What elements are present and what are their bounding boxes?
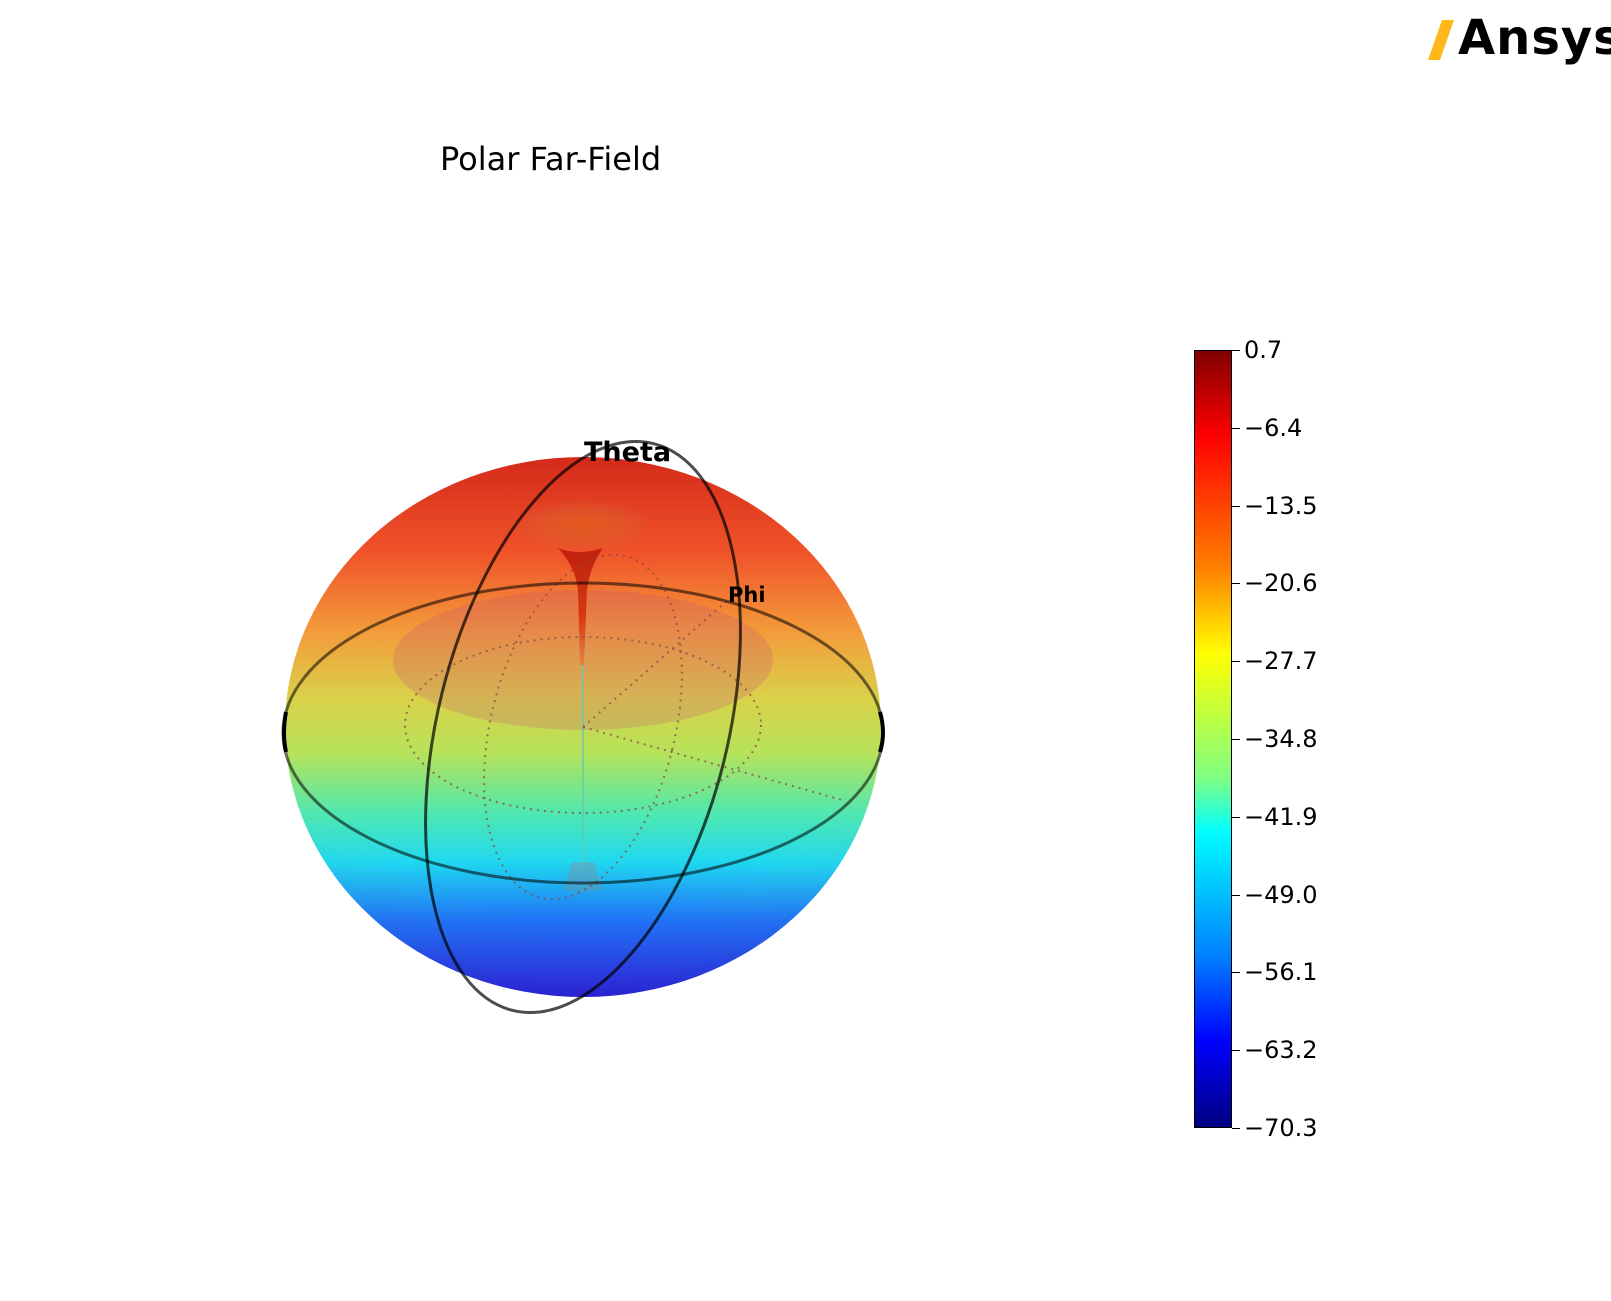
bottom-null-cone — [563, 862, 603, 892]
colorbar-tick-label: −49.0 — [1244, 880, 1318, 909]
top-dimple — [513, 499, 653, 551]
colorbar-tick-mark — [1232, 1128, 1240, 1129]
colorbar-tick-label: −70.3 — [1244, 1114, 1318, 1142]
theta-axis-label: Theta — [584, 437, 672, 468]
x-reference-ray-dotted — [582, 726, 843, 801]
colorbar-tick-mark — [1232, 894, 1240, 896]
colorbar-tick-label: −63.2 — [1244, 1036, 1318, 1065]
colorbar-tick-mark — [1232, 1050, 1240, 1052]
colorbar-tick-label: −56.1 — [1244, 958, 1318, 987]
chart-title: Polar Far-Field — [440, 140, 662, 178]
ansys-logo: Ansys — [1428, 10, 1611, 74]
phi-axis-label: Phi — [728, 583, 766, 607]
colorbar-tick-label: 0.7 — [1244, 336, 1283, 364]
phi-circle-edge-right — [878, 711, 885, 753]
colorbar — [1194, 350, 1232, 1128]
colorbar-tick-label: −41.9 — [1244, 802, 1318, 831]
phi-reference-circle-dotted — [404, 636, 762, 814]
colorbar-tick-label: −20.6 — [1244, 569, 1318, 598]
colorbar-tick-label: −34.8 — [1244, 725, 1318, 753]
ansys-logo-mark-icon — [1428, 20, 1454, 60]
ansys-logo-text: Ansys — [1458, 10, 1611, 66]
colorbar-tick-mark — [1232, 505, 1240, 507]
colorbar-tick-mark — [1232, 350, 1240, 351]
colorbar-tick-mark — [1232, 427, 1240, 429]
colorbar-tick-mark — [1232, 739, 1240, 740]
colorbar-tick-mark — [1232, 583, 1240, 585]
colorbar-tick-label: −27.7 — [1244, 647, 1318, 676]
phi-circle-edge-left — [282, 711, 288, 753]
colorbar-tick-label: −13.5 — [1244, 491, 1318, 520]
theta-reference-circle-dotted — [483, 553, 683, 901]
colorbar-tick-mark — [1232, 972, 1240, 974]
top-null-spike — [558, 548, 603, 665]
colorbar-tick-mark — [1232, 816, 1240, 818]
colorbar-tick-mark — [1232, 661, 1240, 663]
colorbar-tick-label: −6.4 — [1244, 413, 1303, 442]
theta-circle — [424, 440, 742, 1014]
